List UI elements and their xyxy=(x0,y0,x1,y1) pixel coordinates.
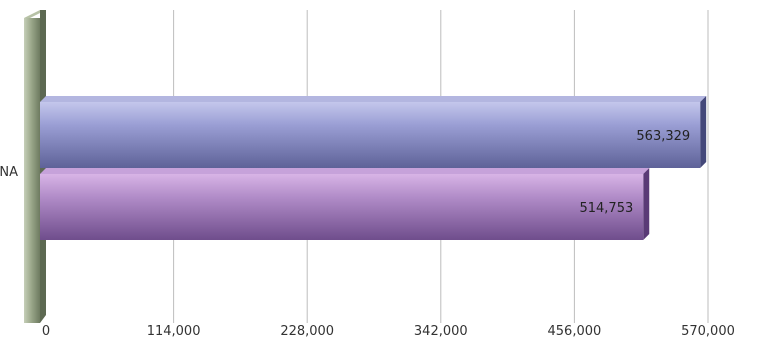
x-tick-label: 570,000 xyxy=(681,324,735,339)
x-axis-tick-labels: 0 114,000 228,000 342,000 456,000 570,000 xyxy=(42,324,735,339)
bars: 563,329 514,753 xyxy=(40,96,707,240)
y-axis-wall-face xyxy=(24,18,40,323)
y-axis-wall xyxy=(24,10,46,323)
x-tick-label: 228,000 xyxy=(280,324,334,339)
bar-value-label: 514,753 xyxy=(579,201,633,216)
category-labels: NA xyxy=(0,165,18,180)
x-tick-label: 114,000 xyxy=(147,324,201,339)
bar xyxy=(40,174,644,240)
bar-side xyxy=(700,96,707,168)
bar-top xyxy=(40,96,707,102)
bar-top xyxy=(40,168,650,174)
x-tick-label: 0 xyxy=(42,324,50,339)
bar xyxy=(40,102,701,168)
bar-value-label: 563,329 xyxy=(636,129,690,144)
x-tick-label: 342,000 xyxy=(414,324,468,339)
x-tick-label: 456,000 xyxy=(548,324,602,339)
category-label: NA xyxy=(0,165,18,180)
bar-side xyxy=(643,168,650,240)
